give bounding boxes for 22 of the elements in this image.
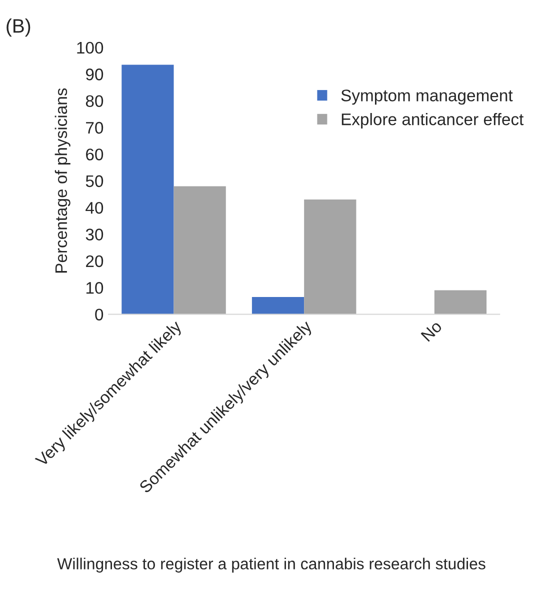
bar: [174, 186, 226, 314]
legend-label: Symptom management: [341, 90, 513, 105]
y-tick-label: 50: [86, 175, 104, 188]
bar: [122, 64, 174, 314]
y-tick-label: 70: [86, 122, 104, 134]
y-tick-label: 100: [77, 42, 104, 54]
y-tick-label: 80: [86, 95, 104, 108]
y-tick-label: 40: [86, 202, 104, 214]
y-tick-label: 20: [86, 255, 104, 268]
text: (B): [6, 18, 30, 37]
legend-label: Explore anticancer effect: [342, 112, 524, 129]
y-axis-title: Percentage of physicians: [54, 88, 70, 273]
y-tick-label: 90: [86, 68, 104, 80]
bar: [304, 200, 356, 314]
y-tick-label: 60: [86, 148, 104, 160]
bar: [252, 296, 304, 314]
y-tick-label: 30: [86, 228, 104, 240]
x-tick-label: No: [420, 320, 443, 342]
bar: [434, 290, 487, 314]
x-axis-title: Willingness to register a patient in cannabis research studies: [57, 558, 486, 573]
y-tick-label: 10: [86, 282, 104, 294]
y-tick-label: 0: [95, 308, 104, 320]
